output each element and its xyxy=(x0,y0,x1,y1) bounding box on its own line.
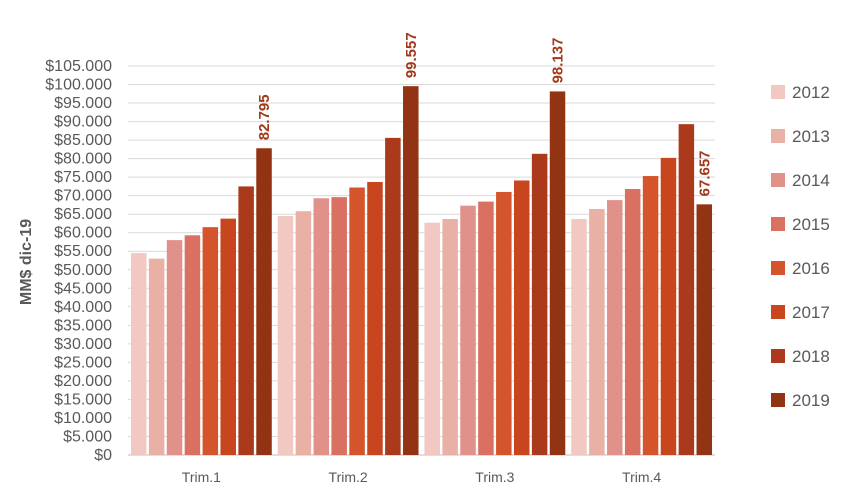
bar-2017-trim3 xyxy=(513,180,530,455)
bar-2019-trim2 xyxy=(403,86,419,456)
bar-2013-trim4 xyxy=(589,209,605,455)
y-tick-label: $50.000 xyxy=(54,262,112,279)
legend-swatch xyxy=(771,173,785,187)
legend-swatch xyxy=(771,305,785,319)
x-tick-label: Trim.3 xyxy=(475,469,514,485)
bar-2019-trim4 xyxy=(696,204,713,455)
y-tick-label: $5.000 xyxy=(63,428,112,445)
y-tick-label: $25.000 xyxy=(54,354,112,371)
bar-2015-trim4 xyxy=(624,188,641,455)
bar-2018-trim1 xyxy=(238,186,254,455)
legend-label: 2015 xyxy=(792,215,830,234)
bar-2014-trim4 xyxy=(607,200,623,455)
y-tick-label: $0 xyxy=(94,447,112,464)
y-tick-label: $105.000 xyxy=(45,58,112,75)
bar-2016-trim3 xyxy=(496,191,512,455)
bar-2014-trim2 xyxy=(313,198,330,455)
y-tick-label: $95.000 xyxy=(54,95,112,112)
y-tick-label: $90.000 xyxy=(54,114,112,131)
bar-2018-trim2 xyxy=(385,137,401,455)
legend: 2012 2013 2014 2015 2016 2017 2018 2019 xyxy=(771,83,830,410)
data-labels: 82.795 99.557 98.137 67.657 xyxy=(256,32,713,196)
bars xyxy=(130,86,713,456)
legend-swatch xyxy=(771,129,785,143)
data-label: 98.137 xyxy=(550,38,567,84)
bar-2015-trim2 xyxy=(331,197,347,456)
bar-2014-trim1 xyxy=(166,240,183,455)
bar-2015-trim1 xyxy=(184,235,201,455)
y-tick-label: $65.000 xyxy=(54,206,112,223)
legend-label: 2018 xyxy=(792,347,830,366)
x-tick-label: Trim.1 xyxy=(182,469,221,485)
data-label: 82.795 xyxy=(256,94,273,140)
legend-label: 2014 xyxy=(792,171,830,190)
y-tick-label: $35.000 xyxy=(54,317,112,334)
legend-swatch xyxy=(771,261,785,275)
bar-2013-trim2 xyxy=(295,211,312,455)
y-tick-label: $40.000 xyxy=(54,299,112,316)
bar-2015-trim3 xyxy=(478,201,494,455)
bar-2012-trim3 xyxy=(424,222,440,455)
legend-swatch xyxy=(771,349,785,363)
bar-2018-trim3 xyxy=(531,153,548,455)
y-axis-ticks: $0 $5.000$10.000 $15.000$20.000 $25.000$30.… xyxy=(45,58,112,464)
x-tick-label: Trim.2 xyxy=(329,469,368,485)
bar-2017-trim4 xyxy=(660,157,677,455)
legend-label: 2013 xyxy=(792,127,830,146)
y-tick-label: $55.000 xyxy=(54,243,112,260)
y-axis-label: MM$ dic-19 xyxy=(18,219,35,305)
bar-2019-trim1 xyxy=(256,148,272,456)
bar-2013-trim3 xyxy=(442,219,458,455)
y-tick-label: $60.000 xyxy=(54,225,112,242)
bar-2016-trim1 xyxy=(202,227,219,455)
y-tick-label: $15.000 xyxy=(54,391,112,408)
y-tick-label: $30.000 xyxy=(54,336,112,353)
legend-label: 2017 xyxy=(792,303,830,322)
y-tick-label: $100.000 xyxy=(45,77,112,94)
legend-label: 2019 xyxy=(792,391,830,410)
bar-2012-trim4 xyxy=(571,219,587,455)
legend-swatch xyxy=(771,85,785,99)
y-tick-label: $20.000 xyxy=(54,373,112,390)
bar-2019-trim3 xyxy=(549,91,566,455)
legend-swatch xyxy=(771,217,785,231)
bar-2012-trim1 xyxy=(130,253,147,455)
y-tick-label: $75.000 xyxy=(54,169,112,186)
bar-2012-trim2 xyxy=(277,216,294,455)
y-tick-label: $85.000 xyxy=(54,132,112,149)
bar-2013-trim1 xyxy=(148,258,165,455)
legend-label: 2012 xyxy=(792,83,830,102)
bar-2016-trim4 xyxy=(642,176,659,455)
data-label: 67.657 xyxy=(696,150,713,196)
y-tick-label: $80.000 xyxy=(54,151,112,168)
bar-2014-trim3 xyxy=(460,205,476,455)
bar-2016-trim2 xyxy=(349,187,365,456)
y-tick-label: $45.000 xyxy=(54,280,112,297)
bar-2017-trim2 xyxy=(367,181,383,455)
y-tick-label: $70.000 xyxy=(54,188,112,205)
data-label: 99.557 xyxy=(403,32,420,78)
bar-2017-trim1 xyxy=(220,218,236,455)
bar-2018-trim4 xyxy=(678,124,695,455)
x-tick-label: Trim.4 xyxy=(622,469,661,485)
x-axis-ticks: Trim.1 Trim.2 Trim.3 Trim.4 xyxy=(182,469,662,485)
legend-swatch xyxy=(771,393,785,407)
legend-label: 2016 xyxy=(792,259,830,278)
y-tick-label: $10.000 xyxy=(54,410,112,427)
